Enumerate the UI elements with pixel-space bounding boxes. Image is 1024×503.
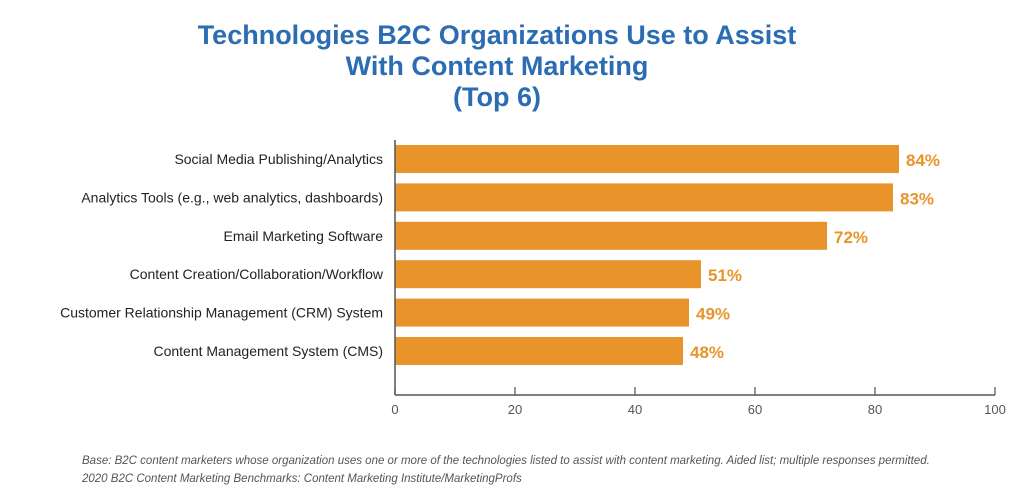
category-label: Social Media Publishing/Analytics [174, 151, 383, 167]
category-label: Content Management System (CMS) [153, 343, 383, 359]
bar [395, 298, 689, 327]
footnote-base: Base: B2C content marketers whose organi… [82, 455, 930, 467]
x-tick-label: 40 [628, 402, 642, 417]
data-label: 51% [708, 266, 742, 285]
bar [395, 260, 701, 289]
title-line-2: With Content Marketing [345, 51, 649, 81]
footnote-source: 2020 B2C Content Marketing Benchmarks: C… [82, 473, 522, 485]
x-tick-label: 80 [868, 402, 882, 417]
category-label: Content Creation/Collaboration/Workflow [130, 266, 384, 282]
data-label: 49% [696, 305, 730, 324]
category-label: Email Marketing Software [223, 228, 383, 244]
x-tick-label: 60 [748, 402, 762, 417]
x-tick-label: 100 [984, 402, 1006, 417]
x-tick-label: 20 [508, 402, 522, 417]
data-label: 72% [834, 228, 868, 247]
title-line-3: (Top 6) [453, 82, 541, 112]
bar [395, 183, 893, 212]
data-label: 84% [906, 151, 940, 170]
category-label: Analytics Tools (e.g., web analytics, da… [81, 189, 383, 205]
data-label: 83% [900, 189, 934, 208]
bar [395, 145, 899, 173]
chart-title: Technologies B2C Organizations Use to As… [0, 20, 994, 113]
title-line-1: Technologies B2C Organizations Use to As… [197, 20, 797, 50]
data-label: 48% [690, 343, 724, 362]
bar [395, 221, 827, 250]
x-tick-label: 0 [391, 402, 398, 417]
bar [395, 337, 683, 365]
category-label: Customer Relationship Management (CRM) S… [60, 305, 383, 321]
